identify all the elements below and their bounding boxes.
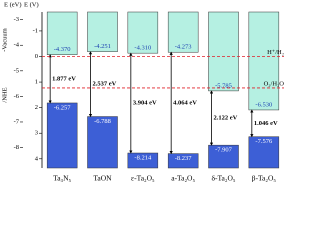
x-tick-label: δ-Ta₂O₅ [211, 174, 235, 183]
chart: E (eV) E (V) -Vacuum /NHE -3 -4 -5 -6 -7 -8 -1… [1, 1, 285, 183]
y-tick-label: -4 [14, 42, 20, 49]
cb-value-label: -4.273 [175, 44, 192, 51]
valence-band [127, 152, 159, 169]
cb-value-label: -4.251 [94, 43, 111, 50]
y-tick-label: -3 [14, 16, 19, 23]
cb-value-label: -4.310 [134, 45, 151, 52]
conduction-band [46, 11, 78, 55]
y2-tick-label: 0 [35, 53, 38, 60]
band-gap-label: 1.046 eV [254, 120, 278, 127]
vb-value-label: -7.576 [255, 138, 273, 145]
y-tick-label: -8 [14, 144, 19, 151]
conduction-band [208, 11, 239, 92]
valence-band [46, 102, 78, 169]
x-tick-label: Ta₃N₅ [53, 174, 71, 183]
conduction-band [87, 11, 118, 52]
x-tick-label: TaON [93, 174, 112, 183]
reference-label: O₂/H₂O [264, 80, 285, 87]
cb-value-label: -6.530 [255, 101, 272, 108]
valence-band [167, 153, 199, 169]
y2-tick-label: -1 [33, 27, 38, 34]
y2-tick-label: 1 [35, 79, 38, 86]
valence-band [87, 116, 118, 169]
vb-value-label: -6.257 [54, 104, 72, 111]
y-tick-label: -7 [14, 118, 20, 125]
vb-value-label: -7.907 [215, 147, 233, 154]
band-gap-label: 2.122 eV [214, 115, 238, 122]
y2-unit: E (V) [24, 1, 39, 8]
valence-band [248, 136, 280, 169]
band-gap-label: 1.877 eV [52, 75, 76, 82]
y2-tick-label: 2 [35, 104, 38, 111]
reference-label: H⁺/H₂ [267, 49, 284, 56]
y-unit: E (eV) [4, 1, 22, 8]
x-tick-label: β-Ta₂O₅ [252, 174, 277, 183]
vb-value-label: -8.214 [134, 154, 152, 161]
band-gap-label: 2.537 eV [93, 81, 117, 88]
y2-tick-label: 4 [35, 155, 39, 162]
cb-value-label: -4.370 [54, 46, 71, 53]
band-gap-label: 4.064 eV [173, 99, 197, 106]
valence-band [208, 144, 239, 169]
y-tick-label: -6 [14, 93, 20, 100]
conduction-band [127, 11, 159, 54]
conduction-band [167, 11, 199, 53]
y-tick-label: -5 [14, 67, 19, 74]
vb-value-label: -6.788 [94, 118, 111, 125]
vb-value-label: -8.237 [175, 155, 193, 162]
y2-axis-label: /NHE [1, 87, 8, 102]
y2-tick-label: 3 [35, 130, 38, 137]
band-gap-label: 3.904 eV [133, 100, 157, 107]
y-axis-label: -Vacuum [1, 28, 8, 51]
x-tick-label: ε-Ta₂O₅ [131, 174, 155, 183]
conduction-band [248, 11, 280, 111]
x-tick-label: a-Ta₂O₅ [171, 174, 195, 183]
cb-value-label: -5.785 [215, 82, 232, 89]
